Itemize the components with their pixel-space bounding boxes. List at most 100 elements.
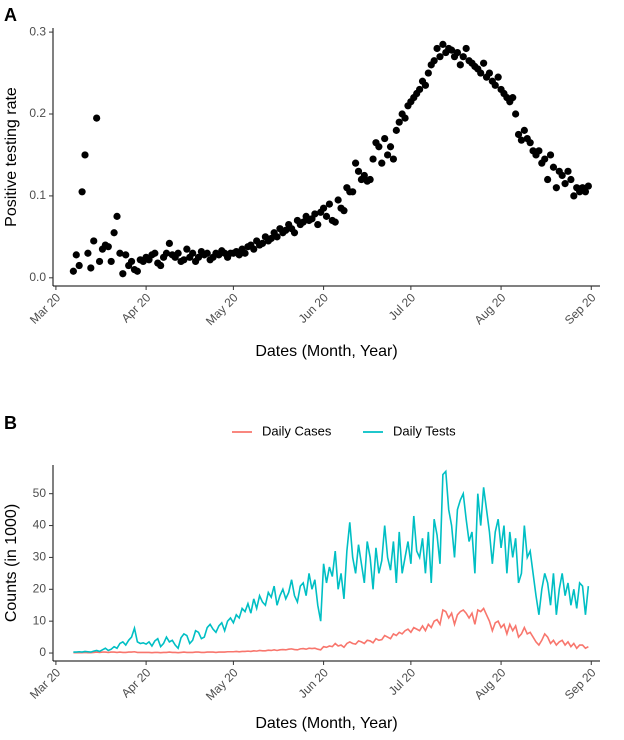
point: [75, 261, 83, 270]
point: [299, 218, 307, 226]
x-tick-label: Mar 20: [27, 290, 64, 327]
point: [95, 257, 104, 266]
point: [480, 59, 488, 67]
point: [72, 251, 80, 259]
point: [570, 192, 578, 200]
point: [389, 155, 398, 163]
point: [93, 114, 101, 122]
x-tick-label: Apr 20: [119, 290, 154, 325]
point: [331, 218, 339, 226]
panel-label: B: [4, 413, 17, 433]
point: [334, 196, 342, 204]
point: [81, 151, 89, 159]
x-tick-label: Jul 20: [386, 665, 419, 698]
legend-label: Daily Tests: [393, 423, 456, 438]
point: [162, 249, 171, 257]
series-line: [73, 606, 589, 654]
x-axis-title: Dates (Month, Year): [255, 715, 397, 732]
point: [113, 212, 121, 220]
point: [366, 175, 374, 184]
point: [535, 147, 543, 155]
point: [250, 245, 258, 253]
x-tick-label: Apr 20: [119, 665, 154, 700]
point: [354, 167, 363, 175]
point: [267, 234, 275, 243]
x-tick-label: Sep 20: [562, 665, 599, 702]
point: [369, 155, 377, 163]
point: [351, 159, 360, 167]
x-tick-label: May 20: [203, 290, 241, 328]
point: [349, 188, 357, 196]
point: [174, 249, 182, 257]
point: [395, 118, 403, 126]
point: [116, 249, 124, 257]
point: [541, 155, 549, 163]
y-tick-label: 10: [33, 613, 47, 627]
point: [433, 44, 441, 53]
point: [552, 184, 560, 192]
point: [151, 249, 159, 257]
point: [491, 81, 499, 89]
point: [392, 126, 400, 134]
point: [430, 57, 438, 65]
y-tick-label: 0.2: [29, 106, 46, 120]
x-tick-label: Jun 20: [296, 665, 332, 701]
point: [203, 249, 211, 257]
point: [494, 73, 502, 81]
y-tick-label: 0: [39, 645, 46, 659]
point: [133, 267, 141, 275]
point: [381, 134, 389, 143]
point: [241, 249, 249, 257]
point: [448, 46, 456, 54]
y-tick-label: 0.1: [29, 188, 46, 202]
point: [127, 257, 136, 266]
point: [319, 204, 328, 212]
point: [512, 110, 520, 118]
point: [360, 171, 368, 180]
point: [459, 53, 467, 61]
point: [87, 264, 95, 272]
point: [462, 44, 470, 53]
legend-label: Daily Cases: [262, 423, 332, 438]
point: [546, 151, 555, 159]
point: [314, 220, 322, 229]
point: [561, 180, 569, 188]
point: [290, 229, 299, 237]
y-tick-label: 20: [33, 581, 47, 595]
x-tick-label: Jun 20: [296, 290, 332, 326]
point: [110, 229, 118, 237]
point: [401, 114, 409, 122]
point: [325, 200, 334, 208]
point: [421, 81, 430, 89]
x-tick-label: May 20: [203, 665, 241, 703]
y-axis-title: Counts (in 1000): [3, 504, 20, 622]
point: [107, 257, 115, 266]
point: [544, 175, 552, 184]
point: [416, 85, 424, 94]
point: [564, 167, 572, 175]
panel-label: A: [4, 5, 17, 25]
point: [165, 239, 173, 248]
point: [273, 233, 281, 241]
point: [581, 188, 590, 196]
point: [119, 270, 127, 278]
point: [485, 69, 494, 77]
y-tick-label: 50: [33, 486, 47, 500]
x-axis-title: Dates (Month, Year): [255, 343, 397, 360]
point: [282, 226, 290, 234]
point: [311, 210, 319, 218]
point: [235, 251, 243, 259]
point: [78, 188, 86, 196]
point: [69, 267, 77, 275]
point: [180, 256, 188, 264]
point: [189, 249, 197, 257]
point: [384, 151, 392, 159]
point: [84, 249, 92, 257]
point: [477, 69, 485, 77]
point: [194, 253, 203, 261]
point: [526, 139, 534, 147]
point: [104, 243, 112, 251]
point: [514, 130, 523, 139]
point: [453, 48, 462, 57]
